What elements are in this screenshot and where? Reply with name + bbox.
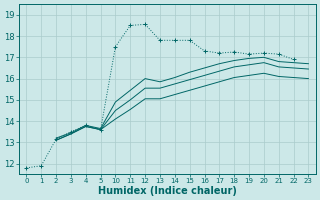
- X-axis label: Humidex (Indice chaleur): Humidex (Indice chaleur): [98, 186, 237, 196]
